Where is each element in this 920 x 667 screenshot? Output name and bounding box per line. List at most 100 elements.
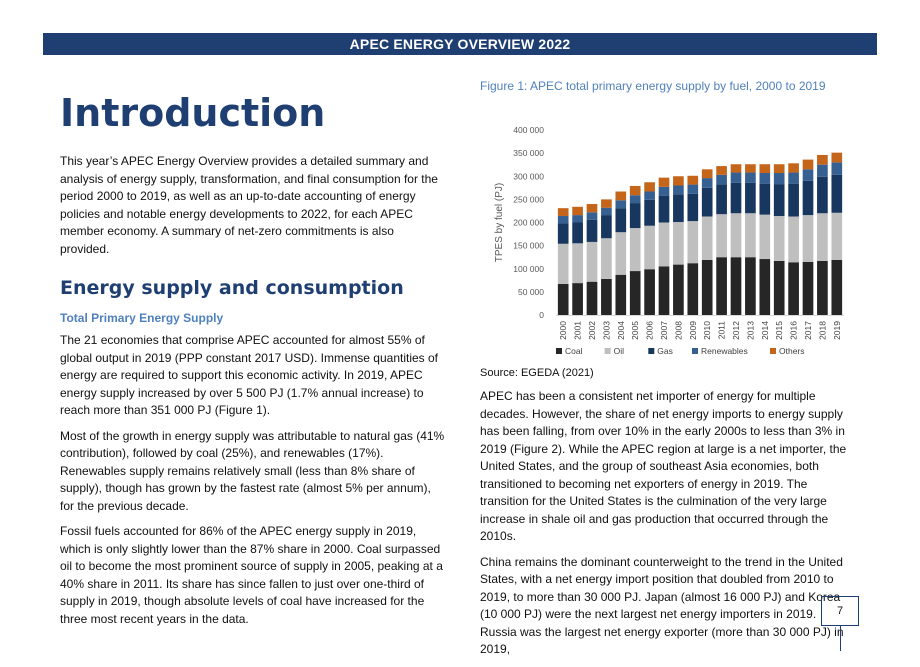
y-tick-label: 400 000	[513, 125, 544, 135]
bar-segment	[817, 260, 828, 315]
bar-segment	[831, 174, 843, 213]
x-tick-label: 2004	[616, 321, 626, 340]
bar-segment	[629, 203, 641, 229]
bar-segment	[644, 199, 655, 226]
bar-segment	[658, 195, 670, 223]
bar-segment	[701, 169, 713, 179]
page-title: Introduction	[60, 91, 326, 135]
bar-segment	[601, 215, 612, 239]
bar-segment	[745, 182, 756, 214]
bar-segment	[586, 241, 598, 282]
bar-segment	[831, 212, 843, 260]
legend-swatch	[604, 348, 611, 354]
y-tick-label: 150 000	[513, 241, 544, 251]
bar-segment	[788, 262, 799, 315]
bar-segment	[601, 199, 612, 208]
bar-segment	[586, 204, 598, 213]
bar-segment	[673, 194, 684, 223]
legend-label: Coal	[565, 346, 583, 356]
bar-segment	[586, 219, 598, 242]
bar-segment	[629, 195, 641, 204]
bar-segment	[658, 222, 670, 267]
bar-segment	[572, 243, 583, 284]
bar-segment	[817, 176, 828, 214]
bar-segment	[759, 183, 771, 215]
bar-segment	[773, 173, 785, 185]
bar-segment	[673, 264, 684, 315]
bar-segment	[557, 216, 569, 224]
bar-segment	[730, 182, 742, 214]
bar-segment	[701, 216, 713, 260]
bar-segment	[701, 178, 713, 188]
x-tick-label: 2007	[659, 321, 669, 340]
bar-segment	[802, 261, 814, 315]
bar-segment	[615, 208, 627, 233]
bar-segment	[687, 221, 699, 264]
y-axis-label: TPES by fuel (PJ)	[494, 183, 505, 262]
bar-segment	[817, 164, 828, 177]
bar-segment	[701, 259, 713, 315]
bar-segment	[773, 216, 785, 261]
paragraph-1: The 21 economies that comprise APEC acco…	[60, 333, 439, 417]
bar-segment	[730, 172, 742, 183]
bar-segment	[572, 222, 583, 244]
bar-segment	[557, 243, 569, 285]
bar-segment	[557, 223, 569, 244]
y-tick-label: 200 000	[513, 218, 544, 228]
bar-segment	[831, 162, 843, 175]
energy-supply-chart: TPES by fuel (PJ) 0 50 000 100 000 150 000 20…	[494, 125, 844, 356]
legend-swatch	[692, 348, 698, 354]
right-column: Figure 1: APEC total primary energy supp…	[480, 79, 852, 667]
bar-segment	[658, 266, 670, 315]
x-tick-label: 2003	[601, 321, 611, 340]
bar-segment	[802, 159, 814, 170]
bar-segment	[601, 278, 612, 315]
bar-segment	[745, 164, 756, 173]
bar-segment	[629, 185, 641, 196]
x-tick-label: 2014	[760, 321, 770, 340]
figure-source: Source: EGEDA (2021)	[480, 367, 594, 379]
bar-segment	[773, 260, 785, 315]
bar-segment	[586, 212, 598, 220]
intro-paragraph: This year’s APEC Energy Overview provide…	[60, 154, 438, 256]
bar-segment	[644, 269, 655, 315]
x-tick-label: 2006	[645, 321, 655, 340]
bar-segment	[673, 185, 684, 195]
bar-segment	[601, 238, 612, 279]
bar-segment	[644, 191, 655, 200]
bar-segment	[730, 257, 742, 315]
bar-segment	[673, 222, 684, 265]
bar-segment	[572, 215, 583, 223]
page-number-rule	[840, 626, 841, 651]
bar-segment	[817, 154, 828, 165]
legend-label: Renewables	[701, 346, 748, 356]
x-tick-label: 2016	[789, 321, 799, 340]
bar-segment	[759, 214, 771, 260]
bar-segment	[701, 187, 713, 217]
y-tick-label: 350 000	[513, 148, 544, 158]
header-banner: APEC ENERGY OVERVIEW 2022	[43, 33, 877, 55]
bar-segment	[615, 232, 627, 275]
x-tick-label: 2010	[702, 321, 712, 340]
legend-label: Others	[779, 346, 805, 356]
bar-segment	[759, 259, 771, 315]
bar-segment	[745, 172, 756, 183]
legend-swatch	[648, 348, 655, 354]
x-tick-label: 2005	[630, 321, 640, 340]
section-heading: Energy supply and consumption	[60, 277, 404, 299]
bar-segment	[716, 174, 727, 185]
bar-segment	[658, 186, 670, 196]
page-number: 7	[821, 596, 859, 626]
bar-segment	[802, 180, 814, 216]
x-tick-label: 2013	[745, 321, 755, 340]
legend-label: Gas	[657, 346, 673, 356]
bar-segment	[716, 184, 727, 215]
bar-segment	[629, 271, 641, 315]
bar-segment	[730, 164, 742, 173]
bar-segment	[687, 193, 699, 222]
left-column: Introduction This year’s APEC Energy Ove…	[60, 90, 445, 636]
bar-segment	[644, 182, 655, 192]
bar-segment	[557, 208, 569, 217]
bar-segment	[716, 214, 727, 258]
paragraph-3: Fossil fuels accounted for 86% of the AP…	[60, 524, 443, 626]
